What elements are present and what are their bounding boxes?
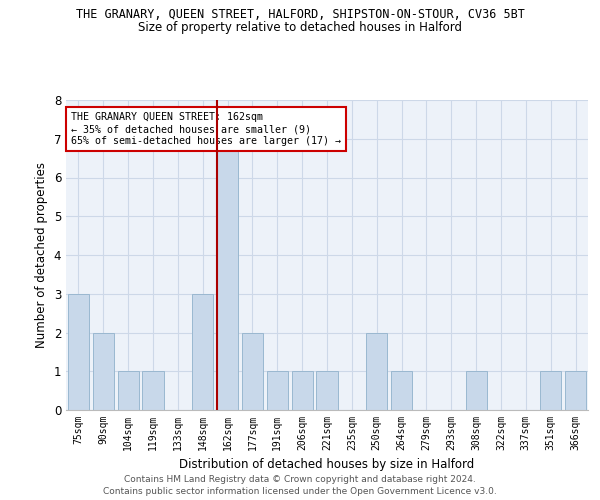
Bar — [316, 371, 338, 410]
Bar — [565, 371, 586, 410]
Text: THE GRANARY QUEEN STREET: 162sqm
← 35% of detached houses are smaller (9)
65% of: THE GRANARY QUEEN STREET: 162sqm ← 35% o… — [71, 112, 341, 146]
Bar — [118, 371, 139, 410]
Bar — [217, 138, 238, 410]
Text: Contains public sector information licensed under the Open Government Licence v3: Contains public sector information licen… — [103, 487, 497, 496]
Bar — [192, 294, 213, 410]
Text: Contains HM Land Registry data © Crown copyright and database right 2024.: Contains HM Land Registry data © Crown c… — [124, 475, 476, 484]
Bar — [267, 371, 288, 410]
Text: THE GRANARY, QUEEN STREET, HALFORD, SHIPSTON-ON-STOUR, CV36 5BT: THE GRANARY, QUEEN STREET, HALFORD, SHIP… — [76, 8, 524, 20]
Bar — [142, 371, 164, 410]
Bar — [292, 371, 313, 410]
Bar — [391, 371, 412, 410]
Bar — [242, 332, 263, 410]
Bar — [540, 371, 561, 410]
X-axis label: Distribution of detached houses by size in Halford: Distribution of detached houses by size … — [179, 458, 475, 471]
Y-axis label: Number of detached properties: Number of detached properties — [35, 162, 48, 348]
Bar — [68, 294, 89, 410]
Bar — [366, 332, 387, 410]
Text: Size of property relative to detached houses in Halford: Size of property relative to detached ho… — [138, 21, 462, 34]
Bar — [93, 332, 114, 410]
Bar — [466, 371, 487, 410]
